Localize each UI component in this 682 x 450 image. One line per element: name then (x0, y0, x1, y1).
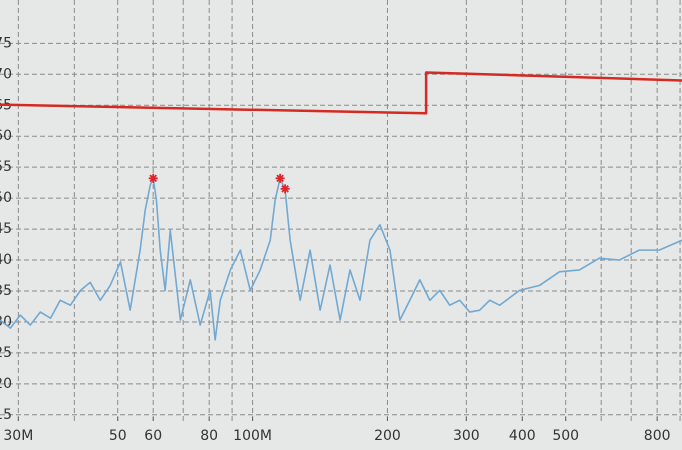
x-tick-label: 100M (233, 428, 272, 444)
y-tick-label: 30 (0, 314, 12, 330)
peak-marker (280, 184, 290, 194)
y-tick-label: 40 (0, 252, 12, 268)
x-tick-label: 80 (200, 428, 218, 444)
peak-marker-stroke (281, 185, 289, 193)
x-tick-label: 300 (453, 428, 480, 444)
peak-marker (148, 173, 158, 183)
y-tick-label: 35 (0, 283, 12, 299)
x-tick-label: 400 (509, 428, 536, 444)
x-tick-label: 500 (552, 428, 579, 444)
x-tick-label: 30M (3, 428, 33, 444)
peak-marker (275, 173, 285, 183)
limit-line (0, 71, 682, 115)
y-tick-label: 25 (0, 345, 12, 361)
y-tick-label: 20 (0, 376, 12, 392)
x-tick-label: 60 (144, 428, 162, 444)
y-tick-label: 45 (0, 221, 12, 237)
peak-marker-stroke (276, 174, 284, 183)
y-tick-label: 75 (0, 35, 12, 51)
y-tick-label: 60 (0, 128, 12, 144)
x-tick-label: 200 (374, 428, 401, 444)
y-tick-label: 50 (0, 190, 12, 206)
y-tick-label: 15 (0, 407, 12, 423)
peak-marker-stroke (149, 174, 157, 183)
x-tick-label: 800 (644, 428, 671, 444)
y-tick-label: 55 (0, 159, 12, 175)
y-tick-label: 70 (0, 66, 12, 82)
spectrum-trace (0, 177, 682, 341)
x-tick-label: 50 (109, 428, 127, 444)
